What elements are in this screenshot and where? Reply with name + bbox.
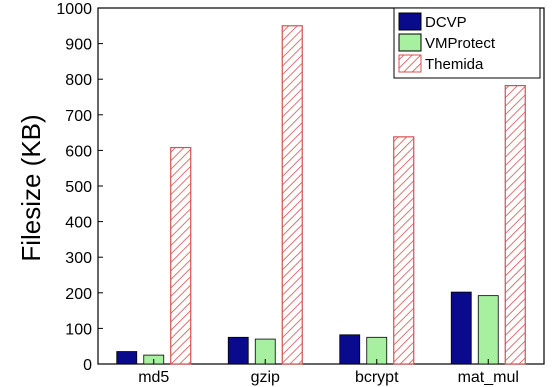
x-tick-label: gzip xyxy=(251,369,280,386)
y-tick-label: 400 xyxy=(65,215,92,232)
legend: DCVP VMProtect Themida xyxy=(393,7,541,79)
y-tick-label: 1000 xyxy=(56,1,92,18)
legend-label-dcvp: DCVP xyxy=(425,14,467,31)
bar-vmprotect-mat_mul xyxy=(477,295,499,365)
legend-swatch-themida xyxy=(398,54,422,73)
y-tick-label: 100 xyxy=(65,321,92,338)
bar-dcvp-bcrypt xyxy=(339,334,361,365)
x-tick-label: mat_mul xyxy=(458,369,519,386)
bar-themida-md5 xyxy=(170,146,192,365)
y-tick-label: 800 xyxy=(65,72,92,89)
y-tick-label: 900 xyxy=(65,37,92,54)
y-axis-label: Filesize (KB) xyxy=(16,114,46,261)
y-tick-label: 200 xyxy=(65,286,92,303)
bar-themida-bcrypt xyxy=(393,136,415,365)
y-tick-label: 600 xyxy=(65,143,92,160)
bar-dcvp-md5 xyxy=(116,351,138,365)
bar-dcvp-gzip xyxy=(227,336,249,365)
bar-themida-gzip xyxy=(281,25,303,365)
y-tick-label: 0 xyxy=(83,357,92,374)
y-tick-label: 300 xyxy=(65,250,92,267)
y-tick-label: 500 xyxy=(65,179,92,196)
legend-label-themida: Themida xyxy=(425,56,484,73)
legend-label-vmprotect: VMProtect xyxy=(425,35,496,52)
x-tick-label: bcrypt xyxy=(355,369,399,386)
bar-themida-mat_mul xyxy=(504,85,526,365)
bar-dcvp-mat_mul xyxy=(450,291,472,365)
x-tick-label: md5 xyxy=(138,369,169,386)
y-tick-label: 700 xyxy=(65,108,92,125)
legend-swatch-dcvp xyxy=(398,12,422,31)
legend-swatch-vmprotect xyxy=(398,33,422,52)
